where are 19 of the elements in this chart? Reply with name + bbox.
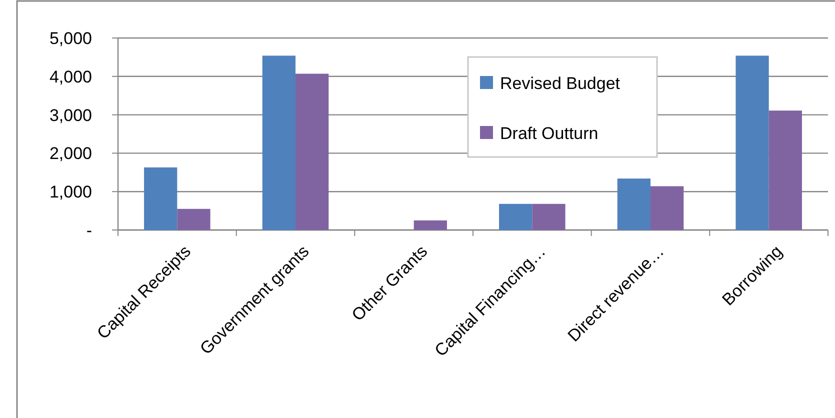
y-tick-label: 5,000 [49,28,92,48]
bar [144,167,178,230]
bar [650,186,684,230]
y-tick-label: 1,000 [49,182,92,202]
bar [736,56,769,230]
bar [617,178,650,230]
bar [262,56,296,230]
bar [499,204,532,230]
y-tick-label: 3,000 [49,106,92,125]
y-tick-label: 4,000 [49,67,92,86]
y-tick-label: - [86,220,92,240]
bar [768,110,802,230]
y-tick-label: 2,000 [49,144,92,164]
bar [296,74,329,230]
legend-label: Revised Budget [500,74,620,93]
legend-label: Draft Outturn [500,124,598,143]
bar [177,208,210,230]
bar [414,220,447,230]
bar [532,204,566,230]
